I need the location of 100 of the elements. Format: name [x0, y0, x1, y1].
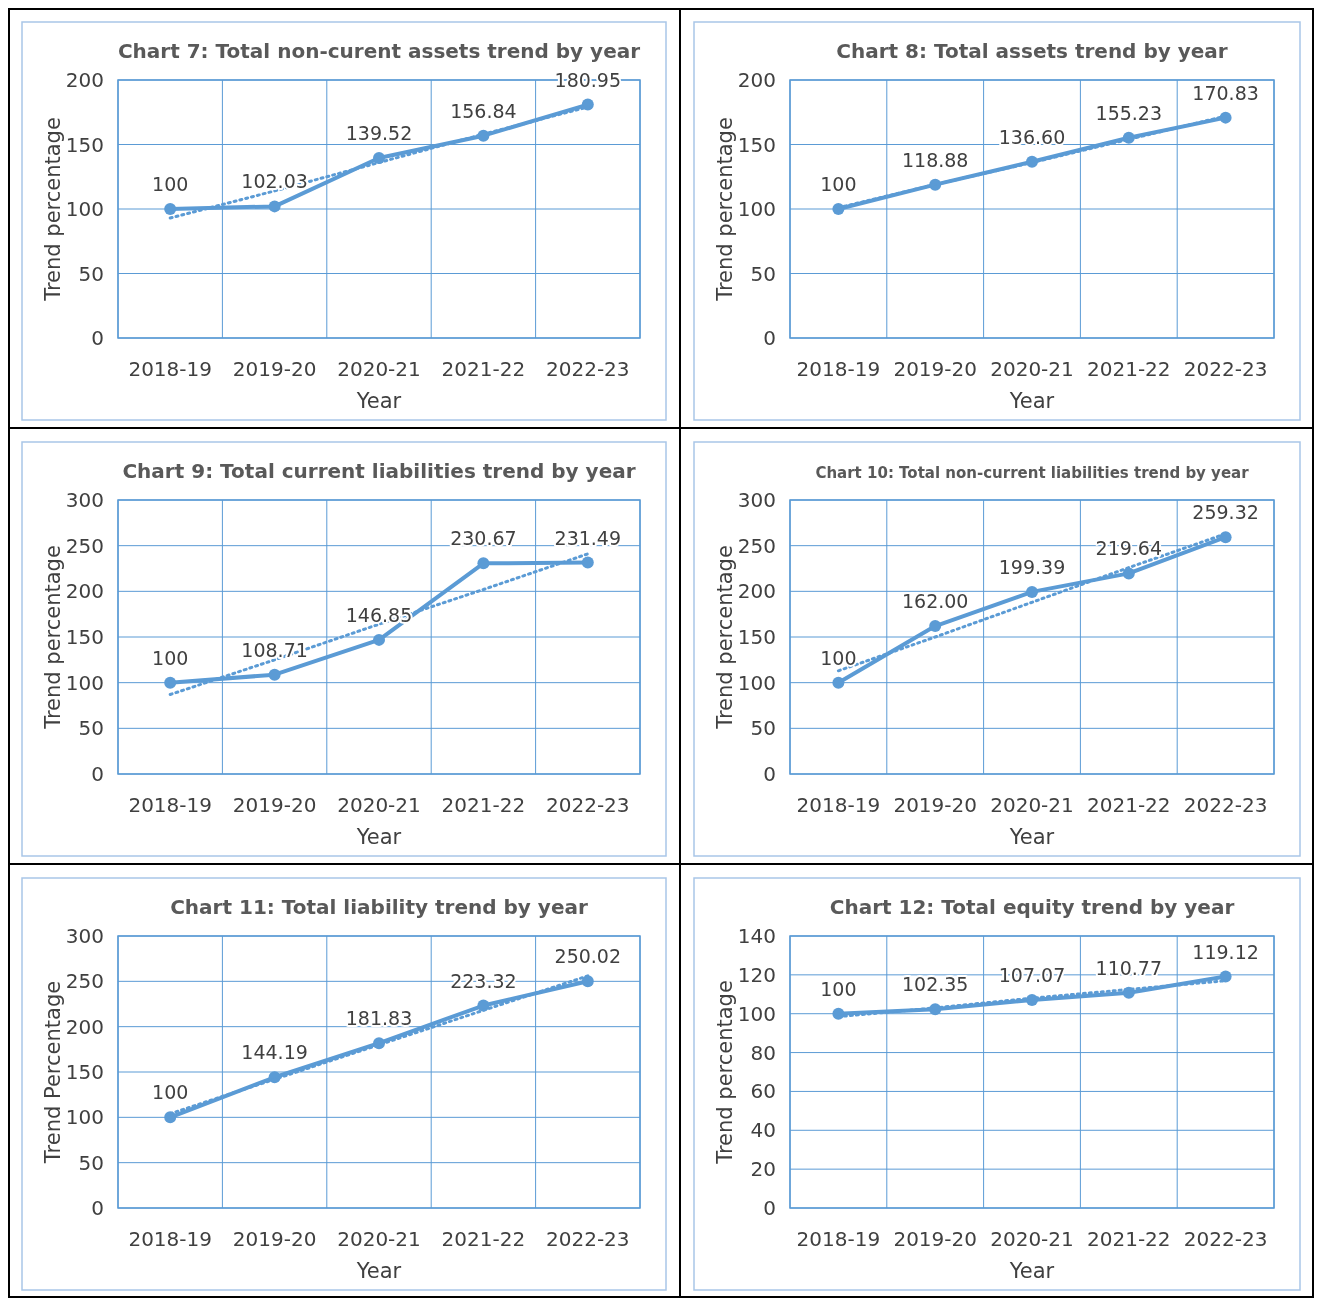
y-tick-label: 200 [737, 579, 776, 604]
y-axis-title: Trend percentage [41, 545, 65, 730]
y-tick-label: 50 [78, 261, 104, 286]
x-tick-label: 2019-20 [232, 793, 317, 817]
x-tick-label: 2022-23 [546, 1227, 630, 1251]
y-tick-label: 250 [737, 533, 776, 558]
y-tick-label: 200 [65, 579, 104, 604]
x-axis-title: Year [355, 389, 402, 413]
x-tick-label: 2021-22 [441, 1227, 526, 1251]
x-axis-title: Year [355, 1259, 402, 1283]
data-label: 118.88 [901, 148, 969, 171]
data-label: 230.67 [450, 527, 517, 550]
y-tick-label: 250 [65, 533, 104, 558]
data-label: 259.32 [1192, 501, 1259, 524]
x-tick-label: 2021-22 [441, 793, 526, 817]
y-tick-label: 60 [750, 1079, 776, 1104]
y-tick-label: 0 [91, 762, 104, 786]
point [1122, 567, 1135, 580]
y-tick-label: 140 [737, 924, 776, 948]
point [268, 668, 281, 681]
x-tick-label: 2018-19 [128, 357, 212, 381]
chart-title: Chart 9: Total current liabilities trend by year [122, 459, 636, 483]
data-label: 110.77 [1095, 956, 1163, 979]
y-tick-label: 200 [65, 68, 104, 92]
y-tick-label: 300 [65, 488, 104, 512]
y-tick-label: 50 [78, 1150, 104, 1175]
x-tick-label: 2019-20 [893, 793, 977, 817]
x-tick-label: 2019-20 [232, 1227, 317, 1251]
x-tick-label: 2020-21 [337, 793, 421, 817]
x-axis-title: Year [1008, 825, 1055, 849]
y-tick-label: 50 [78, 716, 104, 741]
point [1219, 970, 1232, 983]
chart-title: Chart 7: Total non-curent assets trend by year [117, 39, 641, 63]
y-tick-label: 50 [750, 716, 776, 741]
data-label: 100 [152, 173, 189, 195]
y-tick-label: 0 [91, 326, 104, 350]
y-tick-label: 150 [65, 132, 104, 157]
y-tick-label: 100 [737, 197, 776, 221]
y-tick-label: 300 [737, 488, 776, 512]
data-label: 250.02 [554, 945, 622, 968]
x-tick-label: 2018-19 [796, 357, 881, 381]
data-label: 100 [152, 1081, 189, 1104]
y-tick-label: 0 [763, 1196, 776, 1220]
x-tick-label: 2018-19 [128, 793, 212, 817]
data-label: 100 [820, 173, 857, 195]
x-tick-label: 2018-19 [128, 1227, 212, 1251]
y-tick-label: 150 [737, 132, 776, 157]
x-tick-label: 2019-20 [893, 1227, 977, 1251]
data-label: 100 [820, 977, 857, 1000]
y-tick-label: 20 [750, 1157, 776, 1182]
y-tick-label: 100 [737, 1001, 776, 1026]
data-label: 156.84 [450, 99, 517, 122]
data-label: 100 [820, 646, 857, 669]
x-tick-label: 2022-23 [1183, 357, 1268, 381]
y-tick-label: 250 [65, 969, 104, 994]
y-tick-label: 0 [91, 1196, 104, 1220]
x-axis-title: Year [1008, 1259, 1055, 1283]
chart-title: Chart 10: Total non-current liabilities trend by year [815, 464, 1250, 482]
x-tick-label: 2021-22 [1087, 1227, 1171, 1251]
x-axis-title: Year [355, 825, 402, 849]
chart-title: Chart 12: Total equity trend by year [829, 895, 1235, 919]
y-tick-label: 300 [65, 924, 104, 948]
data-label: 155.23 [1095, 101, 1163, 124]
x-tick-label: 2020-21 [990, 1227, 1074, 1251]
data-label: 199.39 [998, 555, 1066, 578]
data-label: 100 [152, 646, 189, 669]
x-tick-label: 2021-22 [1087, 793, 1171, 817]
y-tick-label: 150 [65, 1060, 104, 1084]
chart-title: Chart 8: Total assets trend by year [836, 39, 1228, 63]
point [929, 620, 942, 633]
x-tick-label: 2022-23 [1183, 1227, 1268, 1251]
data-label: 144.19 [241, 1041, 308, 1064]
data-label: 136.60 [998, 125, 1066, 148]
y-tick-label: 50 [750, 261, 776, 286]
point [373, 633, 385, 646]
x-tick-label: 2019-20 [232, 357, 317, 381]
y-axis-title: Trend percentage [713, 980, 737, 1165]
y-tick-label: 100 [65, 1105, 104, 1130]
x-tick-label: 2022-23 [546, 793, 630, 817]
x-tick-label: 2020-21 [990, 793, 1074, 817]
x-tick-label: 2021-22 [1087, 357, 1171, 381]
point [164, 676, 177, 689]
y-axis-title: Trend percentage [713, 117, 737, 302]
x-tick-label: 2019-20 [893, 357, 977, 381]
y-tick-label: 80 [750, 1040, 776, 1065]
data-label: 170.83 [1192, 81, 1259, 104]
point [164, 203, 177, 215]
point [832, 676, 845, 689]
chart-title: Chart 11: Total liability trend by year [170, 895, 588, 919]
data-label: 119.12 [1192, 940, 1259, 963]
x-tick-label: 2018-19 [796, 793, 881, 817]
x-tick-label: 2022-23 [1183, 793, 1268, 817]
y-tick-label: 200 [65, 1014, 104, 1039]
data-label: 162.00 [901, 590, 969, 613]
y-tick-label: 100 [65, 197, 104, 221]
x-axis-title: Year [1008, 389, 1055, 413]
data-label: 102.35 [901, 973, 969, 996]
y-axis-title: Trend Percentage [41, 980, 65, 1165]
y-tick-label: 0 [763, 762, 776, 786]
y-tick-label: 150 [65, 625, 104, 649]
